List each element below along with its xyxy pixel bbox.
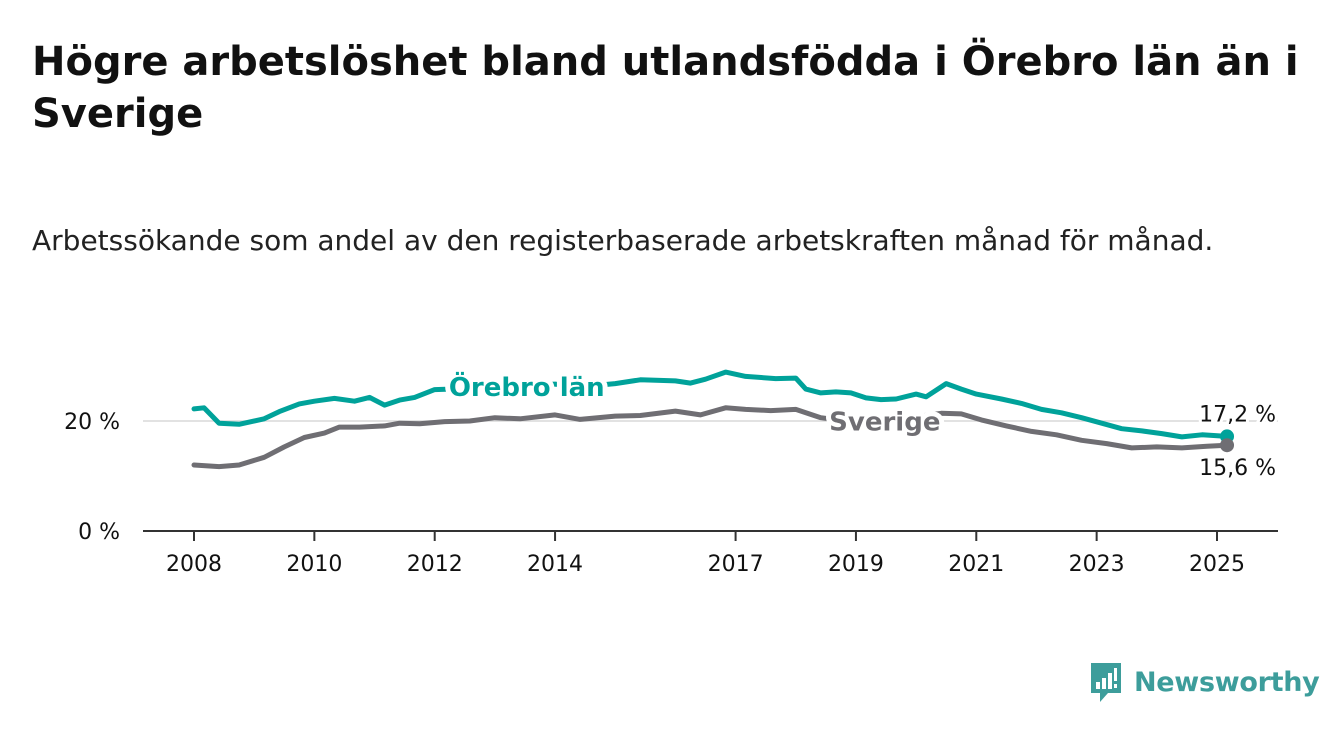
x-tick-label: 2023 xyxy=(1069,552,1125,577)
brand-logo: Newsworthy xyxy=(1088,659,1320,705)
series-line-orebro xyxy=(191,369,1230,440)
y-tick-label: 0 % xyxy=(78,520,120,545)
y-tick-label: 20 % xyxy=(64,410,120,435)
brand-name: Newsworthy xyxy=(1134,666,1320,698)
newsworthy-logo-icon xyxy=(1091,663,1121,702)
series-label-sverige: Sverige xyxy=(829,407,940,437)
x-tick-label: 2010 xyxy=(286,552,342,577)
x-tick-label: 2014 xyxy=(527,552,583,577)
series-label-orebro: Örebro län xyxy=(449,370,605,403)
x-tick-label: 2025 xyxy=(1189,552,1245,577)
end-label-orebro: 17,2 % xyxy=(1199,402,1276,427)
end-label-sverige: 15,6 % xyxy=(1199,456,1276,481)
chart-title: Högre arbetslöshet bland utlandsfödda i … xyxy=(32,39,1299,137)
x-tick-label: 2019 xyxy=(828,552,884,577)
x-tick-label: 2012 xyxy=(407,552,463,577)
series-line-sverige xyxy=(191,405,1230,470)
x-tick-label: 2008 xyxy=(166,552,222,577)
chart-subtitle: Arbetssökande som andel av den registerb… xyxy=(32,224,1214,257)
x-tick-label: 2021 xyxy=(948,552,1004,577)
x-tick-label: 2017 xyxy=(708,552,764,577)
end-marker-sverige xyxy=(1220,438,1235,453)
